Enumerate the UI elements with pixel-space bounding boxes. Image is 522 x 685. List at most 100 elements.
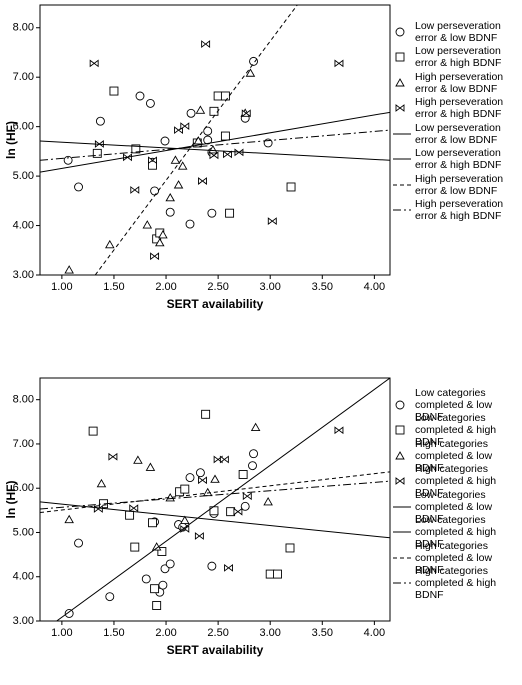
legend-entry: Low categories completed & high BDNF	[393, 514, 522, 550]
point	[220, 91, 230, 101]
point	[334, 59, 344, 68]
point	[74, 182, 83, 192]
point	[160, 136, 170, 146]
point	[225, 208, 235, 218]
legend-entry: High perseveration error & high BDNF	[393, 198, 522, 223]
point	[249, 449, 258, 459]
x-tick-label: 2.50	[207, 627, 228, 639]
point	[395, 425, 405, 435]
x-tick-label: 3.50	[312, 627, 333, 639]
point	[395, 477, 405, 485]
point	[145, 462, 156, 471]
x-tick-label: 1.50	[103, 281, 124, 293]
legend-label: High categories completed & high BDNF	[415, 463, 497, 499]
point	[248, 461, 257, 471]
legend-entry: High categories completed & high BDNF	[393, 463, 522, 499]
point	[148, 156, 157, 165]
legend-label: Low categories completed & high BDNF	[415, 412, 497, 448]
legend-entry: High perseveration error & low BDNF	[393, 172, 522, 197]
x-tick-label: 2.00	[155, 627, 176, 639]
point	[263, 497, 273, 506]
point	[148, 518, 157, 528]
point	[238, 470, 248, 479]
point	[240, 501, 250, 511]
legend-symbol	[393, 158, 411, 160]
y-tick-label: 3.00	[13, 269, 34, 281]
legend-entry: High categories completed & low BDNF	[393, 438, 522, 474]
point	[165, 192, 175, 202]
point	[150, 252, 160, 261]
point	[226, 507, 236, 517]
legend-label: High perseveration error & low BDNF	[415, 172, 504, 197]
y-tick-label: 5.00	[13, 170, 34, 182]
x-axis-label: SERT availability	[167, 643, 264, 657]
point	[142, 220, 153, 229]
x-tick-label: 4.00	[364, 627, 385, 639]
fit-line	[40, 111, 390, 173]
point	[207, 208, 217, 218]
point	[133, 455, 143, 464]
legend-label: High categories completed & low BDNF	[415, 437, 493, 474]
point	[267, 217, 277, 225]
x-tick-label: 1.00	[51, 627, 72, 639]
legend-symbol	[393, 531, 411, 533]
x-tick-label: 1.00	[51, 281, 72, 293]
point	[334, 426, 344, 435]
point	[96, 478, 107, 488]
legend-symbol	[393, 506, 411, 507]
point	[173, 180, 184, 189]
legend-entry: High perseveration error & low BDNF	[393, 70, 522, 95]
point	[198, 177, 207, 185]
legend-label: High categories completed & low BDNF	[415, 539, 493, 576]
x-axis-label: SERT availability	[167, 297, 264, 311]
point	[285, 543, 295, 553]
point	[233, 507, 243, 516]
legend-symbol	[395, 400, 405, 409]
point	[63, 155, 73, 165]
point	[105, 239, 115, 249]
legend-label: Low categories completed & low BDNF	[415, 386, 493, 423]
point	[141, 574, 151, 584]
fit-line	[56, 378, 390, 621]
y-tick-label: 8.00	[13, 22, 34, 34]
point	[129, 504, 139, 513]
point	[158, 580, 168, 590]
point	[95, 116, 105, 126]
x-tick-label: 3.00	[259, 627, 280, 639]
point	[88, 426, 98, 436]
x-tick-label: 4.00	[364, 281, 385, 293]
point	[273, 569, 282, 579]
point	[194, 532, 204, 540]
point	[220, 131, 230, 141]
point	[89, 59, 99, 68]
point	[223, 150, 232, 159]
point	[135, 91, 145, 101]
legend-label: Low categories completed & low BDNF	[415, 488, 493, 525]
plot-frame	[39, 4, 391, 276]
legend-label: High perseveration error & high BDNF	[415, 96, 504, 120]
point	[108, 452, 118, 461]
point	[198, 476, 207, 485]
point	[203, 135, 213, 145]
point	[157, 547, 167, 556]
fit-line	[94, 5, 298, 275]
point	[145, 98, 155, 108]
legend-entry: Low categories completed & high BDNF	[393, 412, 522, 448]
point	[64, 265, 74, 274]
y-tick-label: 4.00	[13, 219, 34, 231]
legend-entry: Low perseveration error & high BDNF	[393, 147, 522, 172]
point	[165, 207, 175, 217]
legend-symbol	[393, 184, 411, 185]
point	[265, 569, 275, 579]
point	[234, 148, 244, 157]
point	[74, 538, 83, 548]
legend-label: High perseveration error & low BDNF	[415, 70, 504, 95]
y-tick-label: 4.00	[13, 571, 34, 583]
legend-symbol	[393, 557, 411, 558]
legend-symbol	[395, 52, 405, 62]
point	[64, 514, 74, 524]
point	[170, 155, 181, 164]
point	[105, 592, 115, 602]
legend-label: Low perseveration error & low BDNF	[415, 19, 501, 44]
